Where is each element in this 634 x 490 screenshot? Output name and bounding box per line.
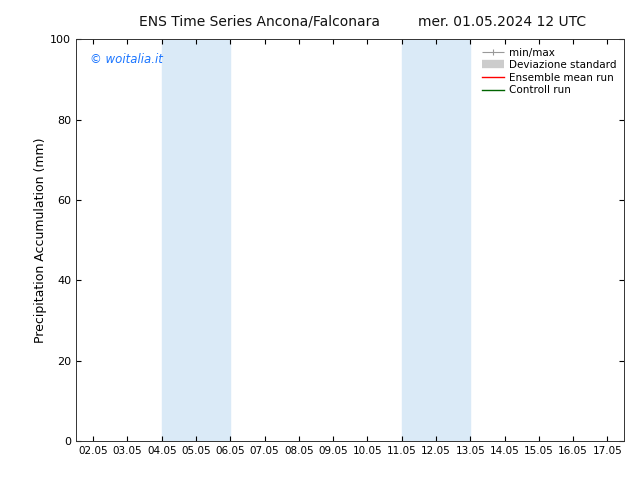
Text: © woitalia.it: © woitalia.it: [90, 53, 163, 66]
Text: mer. 01.05.2024 12 UTC: mer. 01.05.2024 12 UTC: [418, 15, 586, 29]
Legend: min/max, Deviazione standard, Ensemble mean run, Controll run: min/max, Deviazione standard, Ensemble m…: [479, 45, 619, 98]
Text: ENS Time Series Ancona/Falconara: ENS Time Series Ancona/Falconara: [139, 15, 380, 29]
Bar: [402, 39, 470, 441]
Bar: [162, 39, 230, 441]
Y-axis label: Precipitation Accumulation (mm): Precipitation Accumulation (mm): [34, 137, 48, 343]
